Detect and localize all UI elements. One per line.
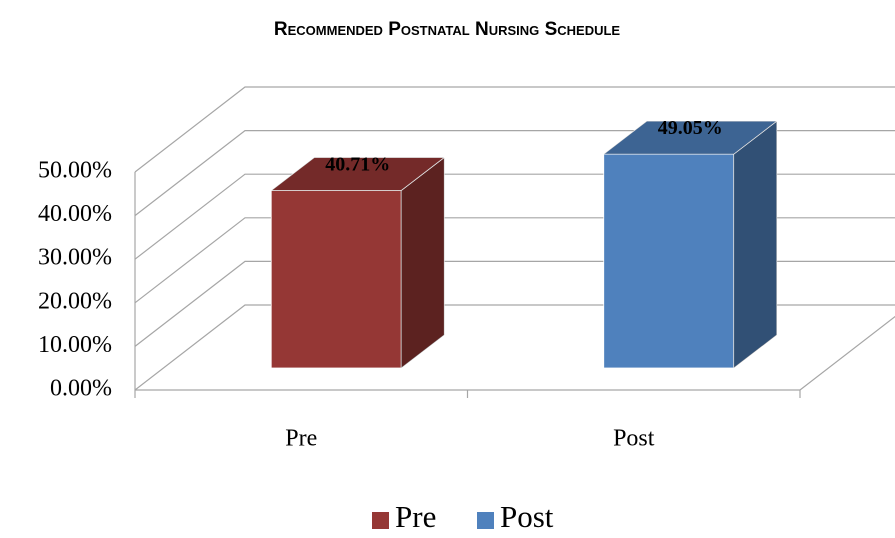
grid-line	[134, 217, 895, 304]
grid-line	[134, 304, 895, 391]
floor-edge	[135, 315, 895, 391]
y-tick-label: 0.00%	[50, 376, 112, 402]
legend-label: Pre	[395, 499, 436, 534]
x-tick-label: Post	[613, 426, 655, 452]
legend-label: Post	[500, 499, 554, 534]
y-tick-label: 10.00%	[38, 332, 112, 358]
bar-top	[602, 120, 778, 155]
y-tick-label: 50.00%	[38, 158, 112, 184]
bar-top-shade	[603, 121, 777, 155]
y-tick-label: 20.00%	[38, 288, 112, 314]
bar-top	[270, 157, 446, 191]
x-tick-label: Pre	[285, 426, 317, 452]
bar-side-shade	[401, 157, 445, 368]
bar-side-shade	[733, 121, 777, 368]
chart-title: Recommended Postnatal Nursing Schedule	[274, 19, 621, 40]
legend-swatch	[372, 512, 389, 529]
bar-front	[270, 190, 402, 369]
bar-front	[603, 153, 735, 369]
data-label: 49.05%	[658, 117, 723, 139]
data-label: 40.71%	[325, 154, 390, 176]
grid-line	[134, 130, 895, 217]
grid-line	[134, 260, 895, 347]
grid-line	[134, 173, 895, 260]
y-tick-label: 30.00%	[38, 245, 112, 271]
legend-swatch	[477, 512, 494, 529]
y-tick-label: 40.00%	[38, 201, 112, 227]
bar-top-shade	[271, 157, 445, 191]
grid-line	[134, 86, 895, 173]
